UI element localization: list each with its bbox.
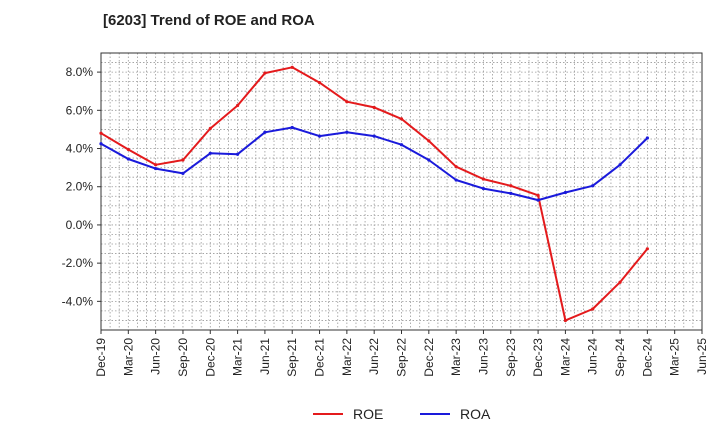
x-tick-label: Jun-22: [367, 338, 381, 375]
data-point-roa: [235, 152, 240, 156]
data-point-roa: [154, 166, 158, 171]
y-tick-label: -2.0%: [62, 256, 94, 270]
data-point-roa: [317, 134, 322, 138]
data-point-roe: [263, 71, 267, 75]
data-point-roa: [290, 125, 294, 130]
data-point-roe: [235, 103, 240, 108]
data-point-roa: [509, 191, 513, 196]
data-point-roa: [263, 130, 267, 134]
x-tick-label: Jun-24: [586, 338, 600, 375]
x-tick-label: Dec-22: [422, 338, 436, 377]
data-point-roe: [126, 147, 130, 152]
data-point-roe: [99, 131, 103, 135]
data-point-roe: [399, 117, 404, 121]
x-tick-label: Sep-21: [285, 338, 299, 377]
data-point-roe: [645, 247, 649, 251]
y-tick-label: 6.0%: [66, 103, 94, 117]
data-point-roe: [208, 126, 212, 131]
y-tick-label: 8.0%: [66, 65, 94, 79]
legend-label-roa: ROA: [460, 406, 491, 422]
x-tick-label: Sep-24: [613, 338, 627, 377]
x-tick-label: Sep-20: [176, 338, 190, 377]
x-tick-label: Sep-23: [504, 338, 518, 377]
data-point-roe: [317, 81, 322, 85]
x-tick-label: Mar-22: [340, 338, 354, 376]
y-tick-label: 0.0%: [66, 218, 94, 232]
data-point-roe: [591, 307, 595, 311]
data-point-roe: [454, 165, 458, 169]
x-tick-label: Jun-20: [149, 338, 163, 375]
data-point-roa: [181, 171, 185, 175]
legend-label-roe: ROE: [353, 406, 383, 422]
x-tick-label: Mar-21: [231, 338, 245, 376]
data-point-roe: [563, 318, 568, 323]
data-point-roa: [454, 178, 458, 182]
x-tick-label: Jun-25: [695, 338, 709, 375]
data-point-roa: [427, 158, 431, 162]
data-point-roa: [126, 157, 130, 161]
x-tick-label: Mar-23: [449, 338, 463, 376]
x-tick-label: Jun-23: [476, 338, 490, 375]
data-point-roa: [618, 163, 622, 167]
data-point-roa: [345, 130, 349, 134]
y-tick-label: 2.0%: [66, 180, 94, 194]
data-point-roa: [399, 143, 404, 147]
data-point-roe: [181, 158, 185, 162]
data-point-roe: [290, 65, 294, 69]
x-tick-label: Dec-20: [203, 338, 217, 377]
data-point-roe: [481, 177, 486, 181]
x-tick-label: Dec-19: [94, 338, 108, 377]
data-point-roe: [154, 163, 158, 167]
data-point-roe: [536, 193, 540, 197]
data-point-roe: [427, 139, 431, 143]
data-point-roa: [481, 187, 486, 191]
x-tick-label: Mar-20: [121, 338, 135, 376]
x-tick-label: Mar-24: [558, 338, 572, 376]
data-point-roa: [372, 134, 376, 138]
data-point-roa: [591, 184, 595, 188]
x-tick-label: Sep-22: [395, 338, 409, 377]
x-tick-label: Dec-23: [531, 338, 545, 377]
y-tick-label: 4.0%: [66, 142, 94, 156]
data-point-roe: [618, 280, 622, 284]
data-point-roe: [345, 100, 349, 104]
x-tick-label: Mar-25: [668, 338, 682, 376]
x-tick-label: Dec-21: [313, 338, 327, 377]
y-tick-label: -4.0%: [62, 294, 94, 308]
data-point-roa: [536, 198, 540, 202]
chart-title: [6203] Trend of ROE and ROA: [103, 12, 315, 29]
x-tick-label: Dec-24: [640, 338, 654, 377]
data-point-roa: [645, 136, 649, 140]
data-point-roe: [509, 184, 513, 188]
data-point-roe: [372, 105, 376, 110]
data-point-roa: [99, 142, 103, 146]
data-point-roa: [563, 190, 568, 195]
x-tick-label: Jun-21: [258, 338, 272, 375]
data-point-roa: [208, 151, 212, 155]
